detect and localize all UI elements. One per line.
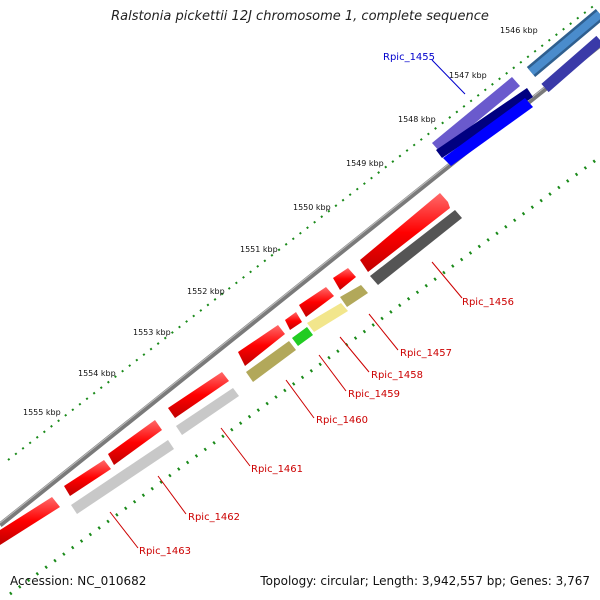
gene-label[interactable]: Rpic_1455	[383, 52, 435, 63]
gene-rpic-1463[interactable]	[0, 497, 60, 545]
gene-label[interactable]: Rpic_1456	[462, 297, 514, 308]
ruler-label: 1554 kbp	[78, 369, 116, 378]
gene-rpic-1456[interactable]	[360, 193, 462, 285]
leader-line	[285, 379, 315, 419]
ruler-label: 1555 kbp	[23, 408, 61, 417]
leader-line	[339, 336, 370, 373]
leader-line	[368, 313, 399, 351]
gene-rpic-1459[interactable]	[285, 312, 313, 346]
accession-text: Accession: NC_010682	[10, 574, 147, 588]
gene-label[interactable]: Rpic_1462	[188, 512, 240, 523]
gene-label[interactable]: Rpic_1458	[371, 370, 423, 381]
gene-rpic-1458[interactable]	[299, 287, 348, 332]
gene-rpic-1455[interactable]	[432, 77, 533, 166]
gene-label[interactable]: Rpic_1461	[251, 464, 303, 475]
gene-rpic-1462[interactable]	[64, 420, 174, 514]
ruler-label: 1549 kbp	[346, 159, 384, 168]
ruler-label: 1546 kbp	[500, 26, 538, 35]
ruler-label: 1550 kbp	[293, 203, 331, 212]
ruler-inner-ticks	[9, 158, 597, 596]
summary-text: Topology: circular; Length: 3,942,557 bp…	[260, 574, 590, 588]
leader-line	[431, 59, 466, 95]
map-title: Ralstonia pickettii 12J chromosome 1, co…	[111, 9, 489, 24]
leader-line	[220, 427, 251, 467]
gene-label[interactable]: Rpic_1457	[400, 348, 452, 359]
leader-line	[157, 475, 187, 515]
ruler-label: 1548 kbp	[398, 115, 436, 124]
leader-line	[109, 511, 139, 549]
ruler-label: 1547 kbp	[449, 71, 487, 80]
ruler-label: 1552 kbp	[187, 287, 225, 296]
ruler-outer-ticks	[7, 3, 597, 461]
gene-label[interactable]: Rpic_1459	[348, 389, 400, 400]
leader-line	[431, 261, 463, 299]
gene-rpic-1457[interactable]	[333, 268, 368, 307]
leader-line	[318, 354, 347, 392]
ruler-label: 1553 kbp	[133, 328, 171, 337]
gene-label[interactable]: Rpic_1460	[316, 415, 368, 426]
gene-label[interactable]: Rpic_1463	[139, 546, 191, 557]
ruler-label: 1551 kbp	[240, 245, 278, 254]
gene-feature-steelblue[interactable]	[526, 9, 600, 77]
gene-rpic-1461[interactable]	[168, 372, 239, 435]
gene-feature-steelblue-2[interactable]	[541, 35, 600, 93]
gene-rpic-1460[interactable]	[238, 325, 296, 382]
